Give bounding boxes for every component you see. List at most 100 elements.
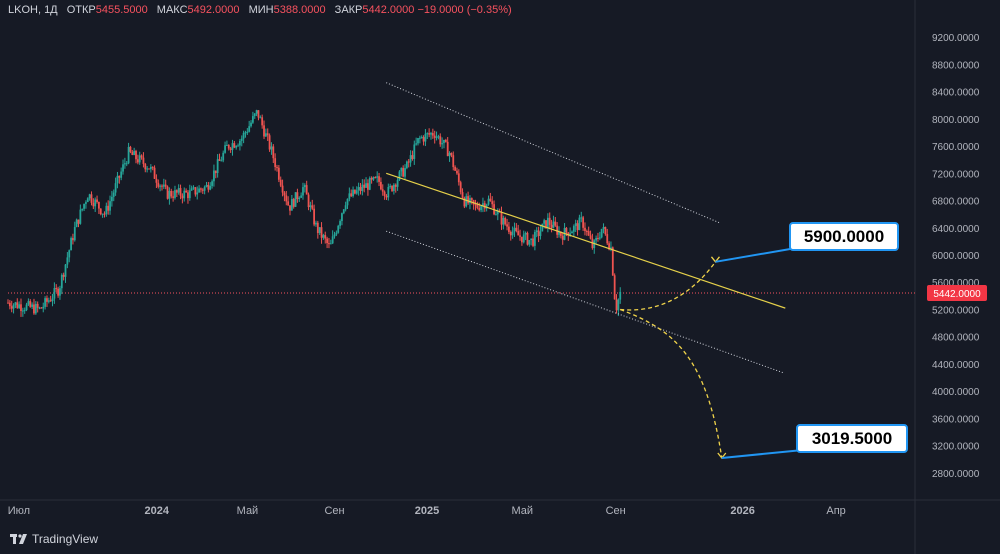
candle-body xyxy=(617,299,620,311)
x-tick-label: Апр xyxy=(826,505,845,517)
candle-body xyxy=(157,182,160,187)
x-tick-label: 2026 xyxy=(730,505,754,517)
x-tick-label: 2025 xyxy=(415,505,439,517)
candle-body xyxy=(110,196,113,202)
candle-body xyxy=(483,203,486,209)
candle-body xyxy=(79,209,82,224)
brand-logo[interactable]: TradingView xyxy=(10,532,98,546)
candle-body xyxy=(272,146,275,159)
open-label: ОТКР xyxy=(66,4,96,16)
candle-body xyxy=(101,213,104,215)
candle-body xyxy=(183,190,186,199)
candle-body xyxy=(109,201,111,211)
candle-body xyxy=(138,155,141,163)
candle-body xyxy=(387,186,390,198)
candle-body xyxy=(277,167,280,180)
candle-body xyxy=(552,221,555,228)
candle-body xyxy=(200,188,202,190)
candle-body xyxy=(320,227,323,238)
candle-body xyxy=(127,146,130,164)
candle-body xyxy=(381,189,384,192)
candle-body xyxy=(220,160,223,162)
candle-body xyxy=(64,264,67,277)
candle-body xyxy=(511,231,514,236)
candle-body xyxy=(290,199,293,211)
candle-body xyxy=(611,247,614,276)
candle-body xyxy=(519,235,521,237)
candle-body xyxy=(398,171,401,181)
candle-body xyxy=(452,155,455,168)
candle-body xyxy=(222,152,225,161)
candle-body xyxy=(404,168,406,177)
candle-body xyxy=(415,143,418,145)
candle-body xyxy=(8,302,11,307)
candle-body xyxy=(431,133,434,136)
candle-body xyxy=(509,231,512,236)
candle-body xyxy=(480,206,482,211)
candle-body xyxy=(424,133,427,142)
candle-body xyxy=(224,145,226,153)
candle-body xyxy=(10,306,13,309)
candle-body xyxy=(324,235,327,239)
candle-body xyxy=(444,139,447,142)
candle-body xyxy=(504,218,507,225)
y-tick-label: 5600.0000 xyxy=(932,278,980,289)
candle-body xyxy=(51,298,54,301)
candle-body xyxy=(520,236,523,243)
candle-body xyxy=(439,136,442,145)
candle-body xyxy=(227,144,230,149)
candle-body xyxy=(465,196,468,207)
candle-body xyxy=(77,219,80,224)
candle-body xyxy=(506,224,508,227)
candle-body xyxy=(47,300,50,302)
candle-body xyxy=(251,116,254,123)
candle-body xyxy=(239,140,241,146)
candle-body xyxy=(34,303,37,314)
candle-body xyxy=(53,288,56,299)
candle-body xyxy=(508,226,510,232)
candle-body xyxy=(545,220,547,228)
y-tick-label: 6800.0000 xyxy=(932,197,980,208)
candle-body xyxy=(307,194,310,208)
candle-body xyxy=(370,178,373,180)
candle-body xyxy=(335,232,338,235)
candle-body xyxy=(554,221,557,226)
brand-name: TradingView xyxy=(32,532,99,546)
candle-body xyxy=(201,189,204,191)
candle-body xyxy=(187,192,189,199)
candle-body xyxy=(515,227,518,231)
candle-body xyxy=(226,144,228,146)
candle-body xyxy=(407,161,410,163)
candle-body xyxy=(18,304,21,308)
candle-body xyxy=(569,233,572,236)
callout-label: 5900.0000 xyxy=(804,227,884,246)
candle-body xyxy=(33,304,35,314)
candle-body xyxy=(598,237,601,239)
candle-body xyxy=(517,230,520,236)
candle-body xyxy=(216,159,219,174)
candle-body xyxy=(44,298,47,307)
candle-body xyxy=(99,208,102,215)
candle-body xyxy=(378,176,380,182)
candle-body xyxy=(70,238,72,251)
candle-body xyxy=(524,232,527,235)
candle-body xyxy=(610,247,612,250)
candle-body xyxy=(374,177,377,179)
candle-body xyxy=(461,192,464,198)
candle-body xyxy=(98,201,100,209)
callout-pointer xyxy=(721,449,804,459)
candle-body xyxy=(450,152,453,156)
candle-body xyxy=(344,205,347,210)
candle-body xyxy=(123,163,126,165)
candle-body xyxy=(502,218,505,225)
candle-body xyxy=(276,167,278,169)
candle-body xyxy=(36,303,39,308)
candle-body xyxy=(103,213,106,215)
candle-body xyxy=(164,184,167,187)
x-tick-label: Май xyxy=(237,505,259,517)
candle-body xyxy=(433,135,436,138)
candle-body xyxy=(352,189,354,197)
candle-body xyxy=(255,110,258,114)
trend-line xyxy=(386,172,786,309)
